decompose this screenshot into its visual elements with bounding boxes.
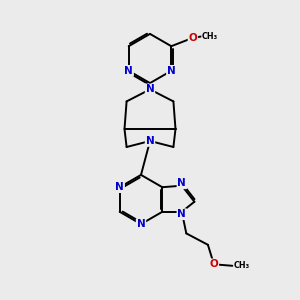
Text: O: O — [188, 33, 197, 43]
Text: N: N — [146, 84, 154, 94]
Text: N: N — [177, 209, 186, 219]
Text: N: N — [167, 66, 176, 76]
Text: N: N — [124, 66, 133, 76]
Text: N: N — [115, 182, 124, 192]
Text: CH₃: CH₃ — [234, 261, 250, 270]
Text: N: N — [136, 219, 146, 229]
Text: N: N — [146, 136, 154, 146]
Text: O: O — [209, 259, 218, 269]
Text: N: N — [177, 178, 186, 188]
Text: CH₃: CH₃ — [202, 32, 218, 41]
